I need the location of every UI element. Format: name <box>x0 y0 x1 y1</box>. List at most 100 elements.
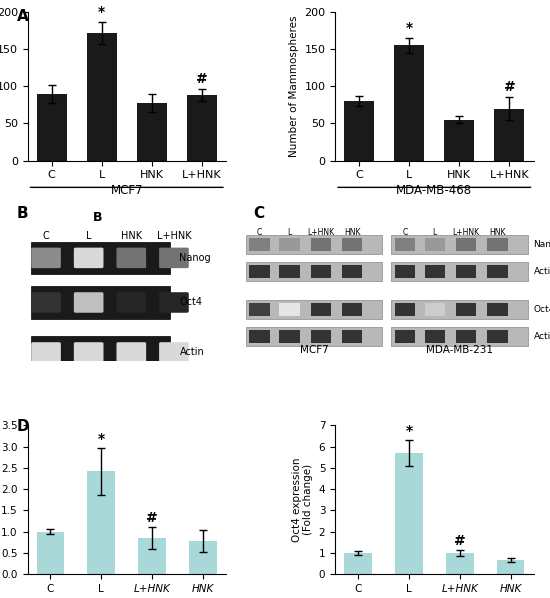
FancyBboxPatch shape <box>394 303 415 316</box>
FancyBboxPatch shape <box>249 238 270 251</box>
FancyBboxPatch shape <box>31 342 61 363</box>
FancyBboxPatch shape <box>31 336 170 369</box>
Bar <box>446 553 474 574</box>
FancyBboxPatch shape <box>117 342 146 363</box>
Bar <box>36 532 64 574</box>
FancyBboxPatch shape <box>246 235 382 254</box>
FancyBboxPatch shape <box>456 265 476 278</box>
FancyBboxPatch shape <box>342 265 362 278</box>
Text: L: L <box>433 228 437 237</box>
FancyBboxPatch shape <box>487 265 508 278</box>
FancyBboxPatch shape <box>456 303 476 316</box>
FancyBboxPatch shape <box>425 329 445 343</box>
FancyBboxPatch shape <box>311 265 331 278</box>
Bar <box>36 94 67 161</box>
Bar <box>494 109 525 161</box>
FancyBboxPatch shape <box>487 303 508 316</box>
Text: HNK: HNK <box>490 228 506 237</box>
Text: MCF7: MCF7 <box>300 345 328 355</box>
FancyBboxPatch shape <box>394 238 415 251</box>
Bar <box>187 95 217 161</box>
Text: *: * <box>405 424 412 438</box>
Text: L+HNK: L+HNK <box>453 228 480 237</box>
Text: *: * <box>98 432 105 446</box>
Text: *: * <box>406 21 413 35</box>
Text: D: D <box>16 419 29 434</box>
FancyBboxPatch shape <box>456 329 476 343</box>
FancyBboxPatch shape <box>159 342 189 363</box>
Bar <box>137 103 167 161</box>
FancyBboxPatch shape <box>249 329 270 343</box>
Text: #: # <box>454 533 465 548</box>
FancyBboxPatch shape <box>342 329 362 343</box>
FancyBboxPatch shape <box>31 292 61 313</box>
FancyBboxPatch shape <box>425 238 445 251</box>
FancyBboxPatch shape <box>31 242 170 274</box>
Text: #: # <box>196 72 208 86</box>
Text: L+HNK: L+HNK <box>157 231 191 241</box>
Bar <box>344 553 372 574</box>
FancyBboxPatch shape <box>391 300 527 319</box>
Text: B: B <box>16 206 28 221</box>
FancyBboxPatch shape <box>487 329 508 343</box>
Text: Oct4: Oct4 <box>179 297 202 307</box>
FancyBboxPatch shape <box>74 292 103 313</box>
FancyBboxPatch shape <box>487 238 508 251</box>
Text: *: * <box>98 5 105 19</box>
Bar <box>344 101 374 161</box>
Bar <box>87 471 116 574</box>
Bar <box>394 45 424 161</box>
FancyBboxPatch shape <box>425 303 445 316</box>
Text: #: # <box>504 81 515 94</box>
Y-axis label: Oct4 expression
(Fold change): Oct4 expression (Fold change) <box>292 457 313 542</box>
Text: Actin: Actin <box>534 332 550 341</box>
Text: Nanog: Nanog <box>534 240 550 249</box>
Text: C: C <box>253 206 264 221</box>
X-axis label: MCF7: MCF7 <box>111 185 143 197</box>
Text: Actin: Actin <box>534 267 550 276</box>
FancyBboxPatch shape <box>394 329 415 343</box>
Text: Actin: Actin <box>179 347 204 358</box>
FancyBboxPatch shape <box>246 262 382 281</box>
Text: MDA-MB-231: MDA-MB-231 <box>426 345 493 355</box>
FancyBboxPatch shape <box>117 248 146 268</box>
FancyBboxPatch shape <box>279 238 300 251</box>
Bar <box>497 560 525 574</box>
FancyBboxPatch shape <box>279 303 300 316</box>
FancyBboxPatch shape <box>31 286 170 319</box>
Text: Nanog: Nanog <box>179 253 211 263</box>
X-axis label: MDA-MB-468: MDA-MB-468 <box>396 185 472 197</box>
Bar <box>395 453 423 574</box>
Bar <box>138 538 166 574</box>
Text: C: C <box>402 228 408 237</box>
FancyBboxPatch shape <box>311 329 331 343</box>
FancyBboxPatch shape <box>456 238 476 251</box>
FancyBboxPatch shape <box>246 300 382 319</box>
Text: HNK: HNK <box>121 231 142 241</box>
Bar <box>87 33 117 161</box>
FancyBboxPatch shape <box>311 303 331 316</box>
FancyBboxPatch shape <box>246 327 382 346</box>
FancyBboxPatch shape <box>342 303 362 316</box>
FancyBboxPatch shape <box>117 292 146 313</box>
FancyBboxPatch shape <box>394 265 415 278</box>
FancyBboxPatch shape <box>311 238 331 251</box>
FancyBboxPatch shape <box>279 265 300 278</box>
Text: L+HNK: L+HNK <box>307 228 334 237</box>
FancyBboxPatch shape <box>342 238 362 251</box>
Text: HNK: HNK <box>344 228 360 237</box>
Text: C: C <box>43 231 50 241</box>
FancyBboxPatch shape <box>425 265 445 278</box>
Text: L: L <box>287 228 292 237</box>
FancyBboxPatch shape <box>279 329 300 343</box>
FancyBboxPatch shape <box>74 248 103 268</box>
FancyBboxPatch shape <box>249 303 270 316</box>
Bar <box>444 120 474 161</box>
FancyBboxPatch shape <box>249 265 270 278</box>
Y-axis label: Number of Mammospheres: Number of Mammospheres <box>289 16 299 157</box>
FancyBboxPatch shape <box>74 342 103 363</box>
Text: #: # <box>146 511 158 525</box>
FancyBboxPatch shape <box>31 248 61 268</box>
Text: B: B <box>93 211 103 224</box>
FancyBboxPatch shape <box>159 292 189 313</box>
